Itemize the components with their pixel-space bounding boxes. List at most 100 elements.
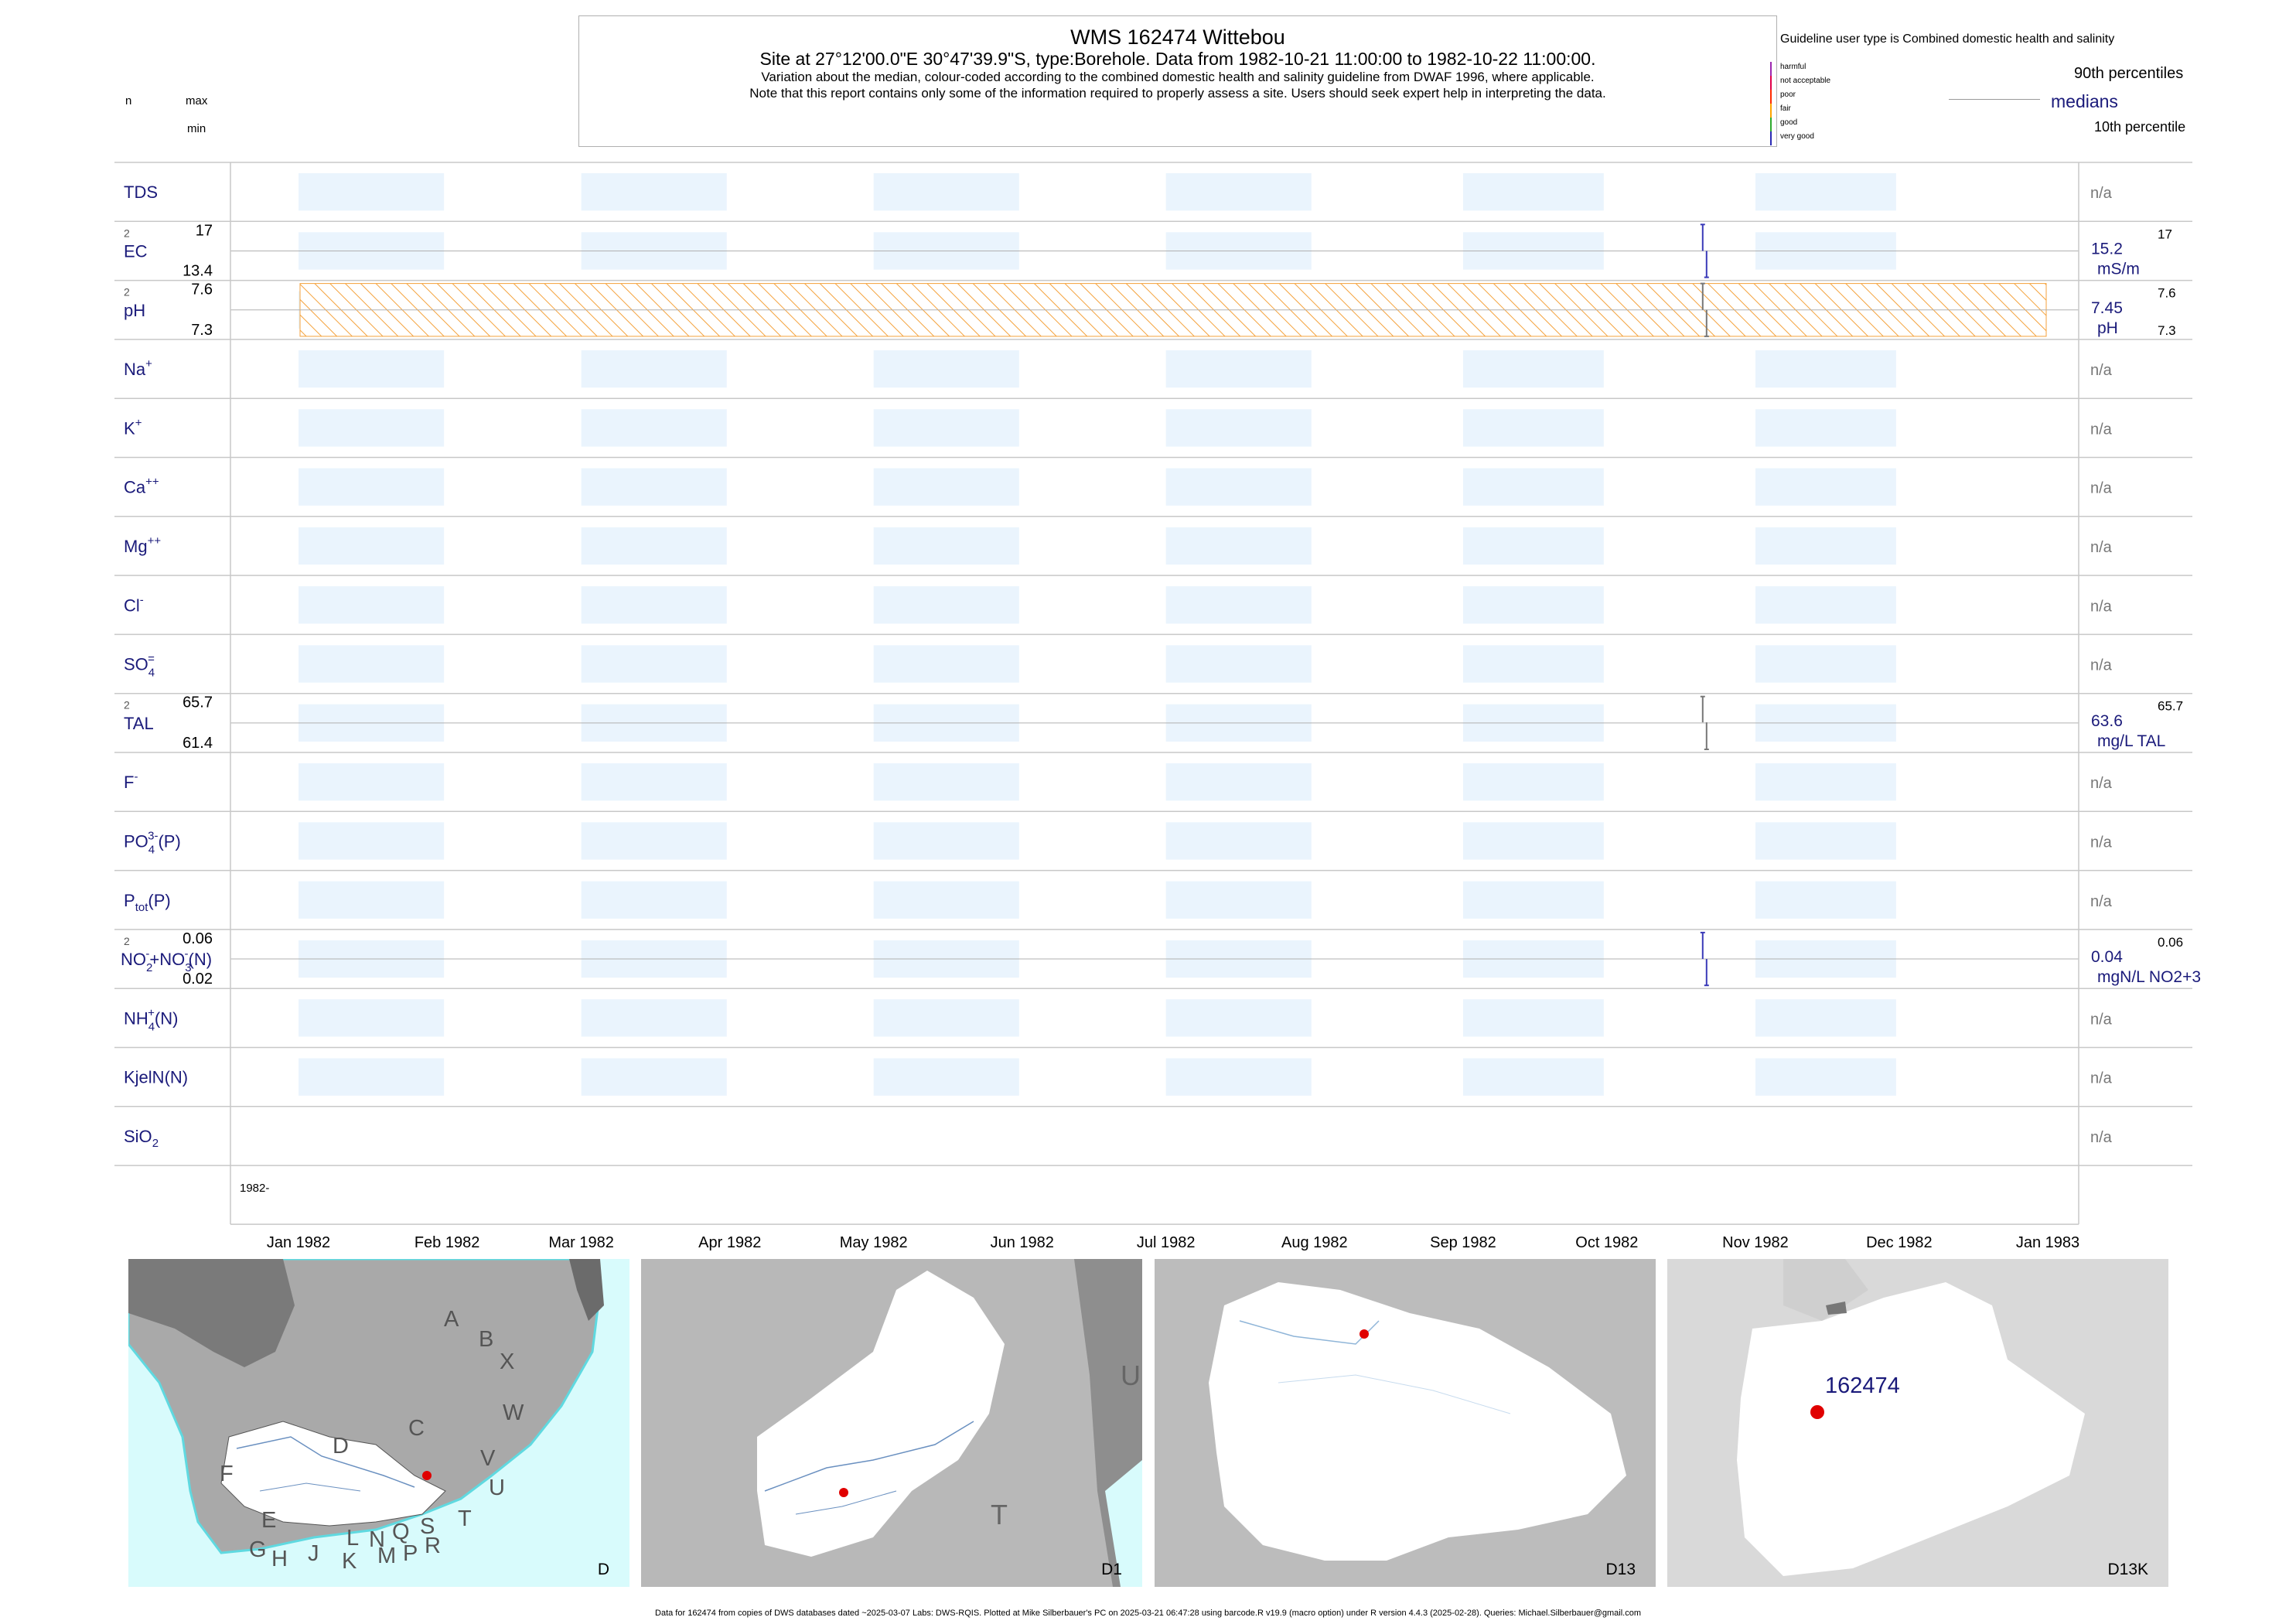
month-shading-mg [299,527,445,565]
param-label-k: K+ [124,416,142,438]
guideline-color-bar [1770,90,1772,104]
month-shading-k [1755,409,1896,447]
month-shading-mg [1462,527,1604,565]
param-label-na: Na+ [124,357,152,379]
month-shading-cl [1462,586,1604,624]
label-sub: 3 [185,961,191,974]
x-tick-label: Jan 1982 [267,1234,330,1251]
month-shading-so4 [1755,645,1896,683]
unit-no: mgN/L NO2+3 [2097,968,2201,986]
month-shading-so4 [299,645,445,683]
max-ec: 17 [196,222,213,239]
month-shading-mg [581,527,727,565]
param-label-ptot: Ptot(P) [124,891,171,914]
map-d-region-label: A [444,1307,459,1332]
na-label-ca: n/a [2090,480,2113,497]
x-tick-label: Jun 1982 [991,1234,1054,1251]
guideline-class-label: fair [1780,104,1791,113]
map-d13k-code: D13K [2107,1561,2148,1578]
count-tal: 2 [124,699,130,711]
site-subtitle: Site at 27°12'00.0"E 30°47'39.9"S, type:… [759,49,1596,69]
map-d-region-label: Q [392,1520,410,1544]
map-d1-label-u: U [1121,1360,1141,1391]
na-label-ptot: n/a [2090,893,2113,910]
label-sup: + [148,1006,155,1019]
month-shading-tds [1462,173,1604,211]
guideline-class-label: not acceptable [1780,77,1831,85]
guideline-class-label: very good [1780,132,1814,141]
min-tal: 61.4 [183,735,213,752]
month-shading-kjel [1462,1058,1604,1096]
label-sup: - [145,947,149,960]
month-shading-kjel [1755,1058,1896,1096]
param-label-cl: Cl- [124,593,144,615]
month-shading-k [299,409,445,447]
na-label-cl: n/a [2090,598,2113,615]
footer-credits: Data for 162474 from copies of DWS datab… [655,1609,1641,1618]
na-label-kjel: n/a [2090,1070,2113,1087]
month-shading-ca [299,468,445,506]
month-shading-ptot [299,881,445,919]
month-shading-so4 [1462,645,1604,683]
label-sup: + [135,416,142,429]
min-no: 0.02 [183,971,213,988]
month-shading-tds [1755,173,1896,211]
month-shading-nh4 [1462,999,1604,1037]
count-no: 2 [124,935,130,947]
month-shading-po4 [299,822,445,860]
min-ph: 7.3 [191,322,213,339]
month-shading-nh4 [299,999,445,1037]
label-sub: 2 [146,961,152,974]
month-shading-na [581,350,727,388]
month-shading-po4 [873,822,1019,860]
month-shading-kjel [873,1058,1019,1096]
map-d-region-label: F [220,1462,234,1486]
month-shading-mg [1165,527,1312,565]
map-d-region-label: C [408,1416,425,1441]
x-tick-label: May 1982 [840,1234,908,1251]
map-d-region-label: V [480,1446,496,1471]
max-tal: 65.7 [183,694,213,711]
na-label-po4: n/a [2090,834,2113,851]
label-sub: tot [135,901,149,914]
map-d13k-site-label: 162474 [1825,1373,1900,1398]
min-ec: 13.4 [183,263,213,280]
month-shading-tds [581,173,727,211]
map-d1-label-t: T [991,1499,1008,1530]
month-shading-cl [1755,586,1896,624]
month-shading-ptot [1462,881,1604,919]
month-shading-na [1462,350,1604,388]
month-shading-nh4 [581,999,727,1037]
na-label-sio2: n/a [2090,1129,2113,1146]
month-shading-k [873,409,1019,447]
map-d-region-label: N [369,1527,385,1552]
legend-min: min [187,122,206,135]
month-shading-na [1165,350,1312,388]
month-shading-na [873,350,1019,388]
map-d-region-label: L [346,1526,360,1551]
legend-median-line [1949,99,2040,100]
month-shading-na [1755,350,1896,388]
month-shading-ptot [1755,881,1896,919]
month-shading-so4 [873,645,1019,683]
header-note-1: Variation about the median, colour-coded… [761,70,1595,84]
label-sup: ++ [145,476,159,489]
label-sub: 4 [148,1020,155,1033]
month-shading-nh4 [1755,999,1896,1037]
x-tick-label: Apr 1982 [698,1234,761,1251]
label-sup: - [185,947,189,960]
month-shading-cl [873,586,1019,624]
month-shading-kjel [581,1058,727,1096]
x-tick-label: Sep 1982 [1430,1234,1496,1251]
month-shading-nh4 [1165,999,1312,1037]
month-shading-po4 [1165,822,1312,860]
param-label-ec: EC [124,241,148,261]
unit-tal: mg/L TAL [2097,732,2165,750]
map-d-region-label: S [420,1514,435,1539]
month-shading-ptot [581,881,727,919]
x-tick-label: Mar 1982 [548,1234,614,1251]
label-rest: (N) [155,1008,179,1028]
month-shading-ca [873,468,1019,506]
x-tick-label: Aug 1982 [1281,1234,1348,1251]
